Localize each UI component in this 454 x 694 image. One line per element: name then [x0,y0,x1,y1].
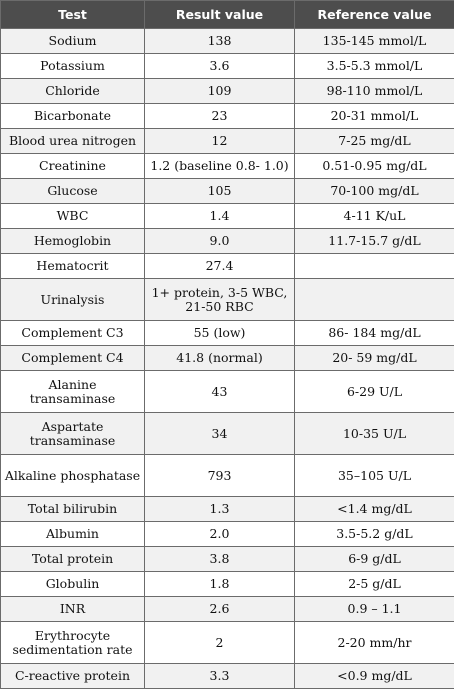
header-row: Test Result value Reference value [0,0,454,29]
result-value: 34 [144,412,295,455]
table-row: Hematocrit 27.4 [0,253,454,279]
result-value: 3.3 [144,663,295,689]
result-value: 1.4 [144,203,295,229]
test-name: Bicarbonate [0,103,145,129]
table-header: Test Result value Reference value [0,0,454,29]
reference-value: 2-20 mm/hr [294,621,454,664]
result-value: 9.0 [144,228,295,254]
result-value: 27.4 [144,253,295,279]
table-row: INR 2.6 0.9 – 1.1 [0,596,454,622]
table-row: Hemoglobin 9.0 11.7-15.7 g/dL [0,228,454,254]
result-value: 2 [144,621,295,664]
result-value: 1.2 (baseline 0.8- 1.0) [144,153,295,179]
reference-value: 3.5-5.3 mmol/L [294,53,454,79]
header-test: Test [0,0,145,29]
reference-value: 11.7-15.7 g/dL [294,228,454,254]
result-value: 793 [144,454,295,497]
result-value: 55 (low) [144,320,295,346]
table-row: Albumin 2.0 3.5-5.2 g/dL [0,521,454,547]
reference-value: 70-100 mg/dL [294,178,454,204]
table-body: Sodium 138 135-145 mmol/L Potassium 3.6 … [0,28,454,689]
reference-value: 3.5-5.2 g/dL [294,521,454,547]
table-row: Bicarbonate 23 20-31 mmol/L [0,103,454,129]
test-name: Alkaline phosphatase [0,454,145,497]
reference-value: 4-11 K/uL [294,203,454,229]
test-name: Albumin [0,521,145,547]
test-name: Sodium [0,28,145,54]
reference-value: 20- 59 mg/dL [294,345,454,371]
table-row: Total bilirubin 1.3 <1.4 mg/dL [0,496,454,522]
result-value: 138 [144,28,295,54]
test-name: Total bilirubin [0,496,145,522]
test-name: Glucose [0,178,145,204]
result-value: 23 [144,103,295,129]
test-name: Alanine transaminase [0,370,145,413]
result-value: 2.6 [144,596,295,622]
test-name: Hemoglobin [0,228,145,254]
result-value: 1.3 [144,496,295,522]
test-name: C-reactive protein [0,663,145,689]
reference-value: 0.51-0.95 mg/dL [294,153,454,179]
table-row: Sodium 138 135-145 mmol/L [0,28,454,54]
reference-value: 10-35 U/L [294,412,454,455]
test-name: Hematocrit [0,253,145,279]
table-row: Potassium 3.6 3.5-5.3 mmol/L [0,53,454,79]
table-row: Globulin 1.8 2-5 g/dL [0,571,454,597]
result-value: 1.8 [144,571,295,597]
result-value: 12 [144,128,295,154]
table-row: Blood urea nitrogen 12 7-25 mg/dL [0,128,454,154]
result-value: 2.0 [144,521,295,547]
test-name: Total protein [0,546,145,572]
table-row: Glucose 105 70-100 mg/dL [0,178,454,204]
test-name: Potassium [0,53,145,79]
result-value: 41.8 (normal) [144,345,295,371]
test-name: Complement C3 [0,320,145,346]
reference-value [294,278,454,321]
reference-value: <0.9 mg/dL [294,663,454,689]
header-reference-value: Reference value [294,0,454,29]
test-name: Globulin [0,571,145,597]
table-row: Alkaline phosphatase 793 35–105 U/L [0,454,454,497]
reference-value: 135-145 mmol/L [294,28,454,54]
test-name: Aspartate transaminase [0,412,145,455]
test-name: Chloride [0,78,145,104]
table-row: Chloride 109 98-110 mmol/L [0,78,454,104]
table-row: WBC 1.4 4-11 K/uL [0,203,454,229]
test-name: INR [0,596,145,622]
header-result-value: Result value [144,0,295,29]
reference-value: 6-9 g/dL [294,546,454,572]
test-name: Creatinine [0,153,145,179]
reference-value: 20-31 mmol/L [294,103,454,129]
result-value: 109 [144,78,295,104]
test-name: Urinalysis [0,278,145,321]
result-value: 105 [144,178,295,204]
table-row: Erythrocyte sedimentation rate 2 2-20 mm… [0,621,454,664]
reference-value: 86- 184 mg/dL [294,320,454,346]
reference-value: 98-110 mmol/L [294,78,454,104]
reference-value [294,253,454,279]
table-row: Aspartate transaminase 34 10-35 U/L [0,412,454,455]
reference-value: 7-25 mg/dL [294,128,454,154]
test-name: Erythrocyte sedimentation rate [0,621,145,664]
result-value: 43 [144,370,295,413]
table-row: Complement C4 41.8 (normal) 20- 59 mg/dL [0,345,454,371]
reference-value: 2-5 g/dL [294,571,454,597]
result-value: 3.6 [144,53,295,79]
table-row: Urinalysis 1+ protein, 3-5 WBC, 21-50 RB… [0,278,454,321]
result-value: 3.8 [144,546,295,572]
test-name: Complement C4 [0,345,145,371]
table-row: Total protein 3.8 6-9 g/dL [0,546,454,572]
table-row: Complement C3 55 (low) 86- 184 mg/dL [0,320,454,346]
test-name: Blood urea nitrogen [0,128,145,154]
reference-value: 6-29 U/L [294,370,454,413]
result-value: 1+ protein, 3-5 WBC, 21-50 RBC [144,278,295,321]
reference-value: 35–105 U/L [294,454,454,497]
reference-value: 0.9 – 1.1 [294,596,454,622]
reference-value: <1.4 mg/dL [294,496,454,522]
table-row: Creatinine 1.2 (baseline 0.8- 1.0) 0.51-… [0,153,454,179]
table-row: Alanine transaminase 43 6-29 U/L [0,370,454,413]
table-row: C-reactive protein 3.3 <0.9 mg/dL [0,663,454,689]
test-name: WBC [0,203,145,229]
